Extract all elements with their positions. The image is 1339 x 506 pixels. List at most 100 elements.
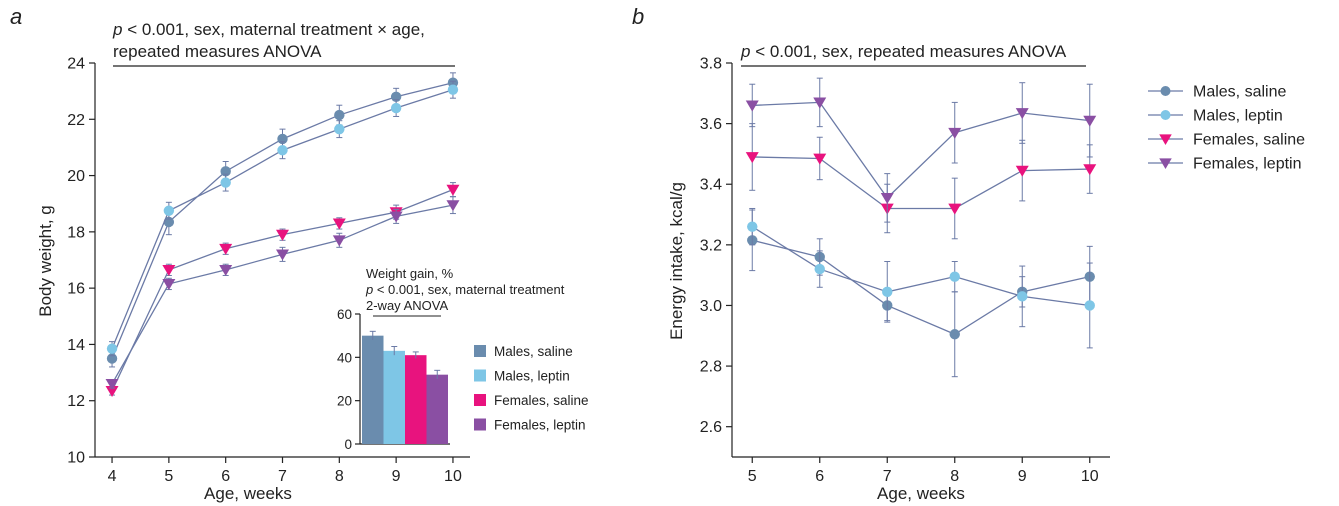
panel-a-y-tick-label: 14 [67, 337, 85, 354]
inset-legend-label-males_saline: Males, saline [494, 344, 573, 359]
panel-letter-b: b [632, 4, 644, 29]
inset-bar-males_saline [362, 335, 384, 444]
panel-a-x-tick-label: 6 [221, 468, 230, 485]
panel-a-point-males_leptin [277, 145, 288, 156]
panel-a-y-axis-title: Body weight, g [36, 205, 55, 317]
panel-a-inset: Weight gain, % p < 0.001, sex, maternal … [337, 266, 589, 452]
panel-a-axes: 10 12 14 16 18 20 22 24 4 5 6 7 8 9 10 [67, 56, 470, 485]
panel-a-point-females_saline [332, 218, 346, 230]
panel-a-y-tick-label: 16 [67, 281, 85, 298]
panel-b-point-females_saline [948, 203, 962, 215]
panel-letter-a: a [10, 4, 22, 29]
panel-b-point-females_leptin [1015, 108, 1029, 120]
panel-a-x-tick-label: 9 [392, 468, 401, 485]
panel-a-y-tick-label: 22 [67, 112, 85, 129]
panel-b-series-females_saline [745, 123, 1097, 240]
inset-y-tick-label: 0 [344, 437, 352, 452]
panel-a-point-females_leptin [389, 211, 403, 223]
panel-b-legend-marker-females_saline [1159, 134, 1172, 145]
inset-bar-males_leptin [383, 350, 405, 444]
panel-b-point-females_leptin [948, 127, 962, 139]
panel-b-series [745, 77, 1097, 378]
panel-b-annotation-line1: p < 0.001, sex, repeated measures ANOVA [740, 42, 1067, 61]
panel-a-point-males_leptin [334, 123, 345, 135]
panel-a-point-females_leptin [276, 249, 289, 261]
panel-b-series-males_leptin [747, 207, 1095, 349]
panel-b-legend-marker-females_leptin [1159, 158, 1172, 169]
inset-legend-swatch-males_saline [474, 345, 486, 357]
panel-a-y-tick-label: 10 [67, 450, 85, 467]
panel-b-point-males_leptin [1084, 300, 1095, 311]
panel-b-y-tick-label: 3.6 [700, 116, 722, 133]
panel-b-x-axis-title: Age, weeks [877, 484, 965, 503]
panel-b-legend: Males, saline Males, leptin Females, salin… [1148, 84, 1305, 173]
panel-a-y-tick-label: 18 [67, 224, 85, 241]
panel-a-point-males_leptin [447, 84, 459, 95]
panel-a-series-males_saline [106, 72, 459, 368]
panel-b-point-females_saline [1015, 165, 1029, 177]
inset-legend-swatch-females_leptin [474, 418, 486, 431]
panel-b-series-line-females_leptin [752, 101, 1090, 199]
panel-b-point-females_saline [1083, 164, 1097, 176]
inset-legend-label-females_leptin: Females, leptin [494, 418, 586, 433]
panel-a-point-males_leptin [106, 343, 118, 354]
inset-legend-swatch-females_saline [474, 394, 486, 406]
panel-b-y-tick-label: 3.0 [700, 298, 722, 315]
inset-annotation-line1: p < 0.001, sex, maternal treatment [365, 282, 565, 297]
panel-b-legend-label-females_leptin: Females, leptin [1193, 156, 1302, 173]
panel-a-y-tick-label: 20 [67, 168, 85, 185]
panel-a-point-females_leptin [219, 264, 233, 277]
panel-a-series-line-males_saline [111, 82, 454, 359]
inset-bars [362, 330, 448, 444]
panel-b-series-females_leptin [745, 77, 1097, 223]
panel-a-point-females_saline [162, 264, 176, 277]
inset-y-tick-label: 20 [337, 394, 352, 409]
inset-legend-label-females_saline: Females, saline [494, 393, 589, 408]
panel-b-y-axis-title: Energy intake, kcal/g [667, 182, 686, 340]
panel-b-point-males_leptin [1017, 291, 1028, 302]
panel-b-x-tick-label: 5 [748, 468, 757, 485]
panel-a: p < 0.001, sex, maternal treatment × age… [36, 20, 589, 503]
inset-y-tick-label: 60 [337, 307, 352, 322]
panel-a-point-males_leptin [220, 177, 231, 188]
panel-b-point-males_leptin [949, 271, 960, 282]
panel-a-point-females_leptin [446, 200, 460, 212]
panel-a-point-males_leptin [163, 205, 175, 216]
panel-b-annotation: p < 0.001, sex, repeated measures ANOVA [740, 42, 1086, 67]
panel-b-x-tick-label: 7 [883, 468, 892, 485]
panel-b-point-females_leptin [880, 192, 894, 205]
panel-b-y-tick-label: 3.2 [700, 237, 722, 254]
panel-b-point-females_saline [813, 153, 827, 165]
inset-legend-label-males_leptin: Males, leptin [494, 369, 570, 384]
panel-a-annotation-line1: p < 0.001, sex, maternal treatment × age… [112, 20, 425, 39]
panel-a-point-females_leptin [162, 279, 176, 291]
inset-title: Weight gain, % [366, 266, 454, 281]
panel-b-y-tick-label: 2.8 [700, 359, 722, 376]
panel-b-y-tick-label: 2.6 [700, 419, 722, 436]
panel-b-x-tick-label: 10 [1081, 468, 1099, 485]
panel-b-point-females_leptin [1083, 115, 1097, 127]
panel-a-x-tick-label: 8 [335, 468, 344, 485]
panel-b-x-tick-label: 8 [950, 468, 959, 485]
inset-legend-swatch-males_leptin [474, 369, 486, 382]
panel-b-y-tick-label: 3.8 [700, 56, 722, 73]
inset-y-tick-label: 40 [337, 350, 352, 365]
panel-a-annotation: p < 0.001, sex, maternal treatment × age… [112, 20, 455, 67]
panel-a-series [105, 72, 460, 398]
panel-a-x-tick-label: 7 [278, 468, 287, 485]
panel-b-point-females_saline [745, 152, 759, 164]
panel-a-point-females_leptin [105, 378, 119, 391]
panel-a-x-tick-label: 5 [164, 468, 173, 485]
panel-a-point-females_saline [219, 243, 233, 255]
panel-a-point-females_saline [446, 184, 460, 196]
panel-a-series-males_leptin [106, 80, 459, 357]
panel-a-annotation-line2: repeated measures ANOVA [113, 42, 322, 61]
panel-b-point-males_leptin [814, 263, 825, 275]
panel-b-point-males_saline [949, 329, 960, 340]
panel-a-point-females_saline [105, 385, 119, 398]
panel-b-x-tick-label: 9 [1018, 468, 1027, 485]
panel-a-point-females_leptin [332, 235, 346, 247]
panel-b-legend-label-females_saline: Females, saline [1193, 132, 1305, 149]
inset-legend: Males, saline Males, leptin Females, salin… [474, 344, 589, 433]
